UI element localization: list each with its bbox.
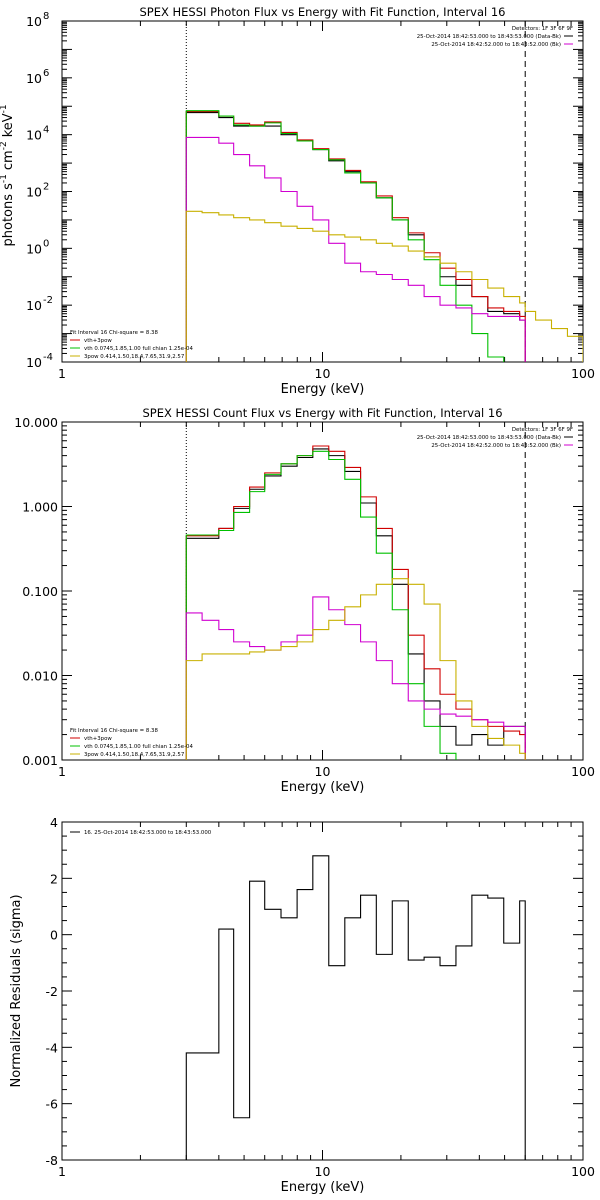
legend-entry: vth 0.0745,1.85,1.00 full chian 1.25e-04 — [84, 744, 193, 750]
legend-entry: 25-Oct-2014 18:42:52.000 to 18:43:52.000… — [431, 42, 561, 48]
legend-entry: Fit Interval 16 Chi-square = 8.38 — [70, 330, 158, 336]
y-tick-label: -2 — [46, 984, 58, 999]
y-axis-label-unit: keV — [1, 113, 16, 137]
plot-frame — [61, 20, 584, 363]
y-tick-label: 10 — [26, 14, 42, 29]
y-axis-label-unit: cm — [1, 150, 16, 170]
series-vth-line — [185, 110, 526, 362]
y-axis-label: photons s-1cm-2keV-1 — [0, 104, 16, 246]
y-axis-label-text: photons s — [1, 183, 16, 247]
y-tick-label: 2 — [50, 871, 58, 886]
x-axis-label: Energy (keV) — [281, 780, 365, 795]
legend-entry: 25-Oct-2014 18:42:53.000 to 18:43:53.000… — [417, 435, 561, 441]
legend-entry: 3pow 0.414,1.50,18.4,7.65,31.9,2.57 — [84, 752, 184, 758]
y-tick-label: 10 — [26, 241, 42, 256]
y-tick-label: 0.100 — [22, 584, 58, 599]
y-tick-exponent: 6 — [43, 68, 49, 79]
y-tick-exponent: 8 — [43, 11, 49, 22]
series-group — [185, 855, 526, 1160]
legend-entry: 25-Oct-2014 18:42:53.000 to 18:43:53.000… — [417, 34, 561, 40]
y-tick-label: 10.000 — [14, 415, 58, 430]
legend-entry: Fit Interval 16 Chi-square = 8.38 — [70, 728, 158, 734]
y-tick-exponent: 4 — [43, 125, 49, 136]
plot-frame — [61, 421, 584, 761]
x-tick-label: 10 — [315, 764, 331, 779]
x-tick-label: 10 — [315, 1164, 331, 1179]
x-tick-label: 1 — [58, 1164, 66, 1179]
x-tick-label: 100 — [571, 764, 595, 779]
y-tick-label: -4 — [46, 1040, 59, 1055]
y-tick-exponent: 0 — [43, 238, 49, 249]
chart-title: SPEX HESSI Count Flux vs Energy with Fit… — [142, 406, 502, 420]
series-data-line — [185, 448, 526, 760]
y-tick-exponent: -2 — [43, 295, 53, 306]
legend-entry: 16. 25-Oct-2014 18:42:53.000 to 18:43:53… — [84, 830, 212, 836]
series-group — [185, 110, 583, 362]
series-bk-line — [185, 596, 526, 760]
y-tick-label: 10 — [26, 71, 42, 86]
y-tick-label: 0 — [50, 928, 58, 943]
y-axis-label-exponent: -2 — [0, 141, 9, 150]
chart-3: 1 10 100 Energy (keV) -8 -6 -4 -2 0 2 4 Normalized … — [9, 815, 595, 1195]
legend-entry: Detectors: 1F 3F 6F 9F — [512, 26, 573, 32]
x-tick-label: 100 — [571, 1164, 595, 1179]
legend-entry: 25-Oct-2014 18:42:52.000 to 18:43:52.000… — [431, 443, 561, 449]
y-axis-label-exponent: -1 — [0, 174, 9, 183]
legend-entry: vth+3pow — [84, 736, 112, 742]
legend-entry: Detectors: 1F 3F 6F 9F — [512, 427, 573, 433]
chart-1: SPEX HESSI Photon Flux vs Energy with Fi… — [0, 5, 595, 397]
x-axis-label: Energy (keV) — [281, 382, 365, 397]
series-bk-line — [185, 136, 526, 362]
y-tick-label: 10 — [26, 298, 42, 313]
legend-entry: vth+3pow — [84, 338, 112, 344]
chart-2: SPEX HESSI Count Flux vs Energy with Fit… — [14, 406, 595, 795]
y-tick-exponent: -4 — [43, 352, 53, 363]
series-3pow-line — [185, 578, 526, 760]
y-tick-label: 0.001 — [22, 753, 58, 768]
x-axis-label: Energy (keV) — [281, 1180, 365, 1195]
x-tick-label: 1 — [58, 366, 66, 381]
y-tick-label: -6 — [46, 1097, 59, 1112]
series-3pow-line — [185, 210, 583, 362]
x-tick-label: 1 — [58, 764, 66, 779]
y-tick-label: 0.010 — [22, 669, 58, 684]
y-axis-label: Normalized Residuals (sigma) — [9, 894, 24, 1087]
y-tick-label: 10 — [26, 355, 42, 370]
y-tick-label: 1.000 — [22, 500, 58, 515]
y-tick-exponent: 2 — [43, 182, 49, 193]
y-tick-label: 10 — [26, 128, 42, 143]
y-tick-label: 4 — [50, 815, 58, 830]
series-data-line — [185, 855, 526, 1160]
y-tick-label: -8 — [46, 1153, 59, 1168]
legend-entry: vth 0.0745,1.85,1.00 full chian 1.25e-04 — [84, 346, 193, 352]
y-axis-label-exponent: -1 — [0, 104, 9, 113]
series-vth-line — [185, 450, 526, 760]
legend-entry: 3pow 0.414,1.50,18.4,7.65,31.9,2.57 — [84, 354, 184, 360]
series-group — [185, 445, 526, 760]
x-tick-label: 10 — [315, 366, 331, 381]
x-tick-label: 100 — [571, 366, 595, 381]
y-tick-label: 10 — [26, 185, 42, 200]
plot-frame — [61, 821, 584, 1161]
chart-title: SPEX HESSI Photon Flux vs Energy with Fi… — [139, 5, 505, 19]
series-vth-3pow-line — [185, 445, 526, 760]
